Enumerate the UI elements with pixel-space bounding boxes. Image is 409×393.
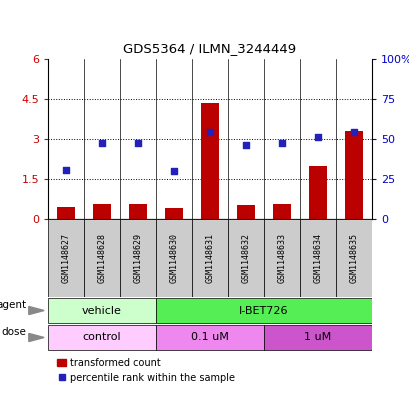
- Bar: [200, 103, 218, 219]
- Bar: [155, 325, 263, 351]
- Legend: transformed count, percentile rank within the sample: transformed count, percentile rank withi…: [53, 354, 239, 386]
- Bar: [48, 219, 84, 297]
- Point: [206, 129, 213, 136]
- Point: [170, 167, 177, 174]
- Text: GSM1148630: GSM1148630: [169, 233, 178, 283]
- Text: GSM1148635: GSM1148635: [348, 233, 357, 283]
- Bar: [344, 131, 362, 219]
- Title: GDS5364 / ILMN_3244449: GDS5364 / ILMN_3244449: [123, 42, 296, 55]
- Text: GSM1148628: GSM1148628: [97, 233, 106, 283]
- Text: GSM1148631: GSM1148631: [205, 233, 214, 283]
- Point: [63, 167, 69, 173]
- Bar: [227, 219, 263, 297]
- Polygon shape: [29, 333, 44, 342]
- Bar: [236, 205, 254, 219]
- Bar: [84, 219, 120, 297]
- Bar: [48, 298, 155, 323]
- Bar: [48, 325, 155, 351]
- Bar: [57, 207, 75, 219]
- Bar: [164, 208, 182, 219]
- Point: [135, 140, 141, 146]
- Point: [278, 140, 285, 146]
- Text: dose: dose: [2, 327, 26, 336]
- Text: GSM1148632: GSM1148632: [241, 233, 250, 283]
- Text: 1 uM: 1 uM: [303, 332, 331, 343]
- Text: GSM1148633: GSM1148633: [277, 233, 286, 283]
- Polygon shape: [29, 307, 44, 314]
- Bar: [308, 166, 326, 219]
- Bar: [93, 204, 111, 219]
- Bar: [263, 219, 299, 297]
- Bar: [129, 204, 147, 219]
- Bar: [335, 219, 371, 297]
- Bar: [155, 298, 371, 323]
- Bar: [120, 219, 155, 297]
- Bar: [272, 204, 290, 219]
- Point: [99, 140, 105, 146]
- Text: GSM1148634: GSM1148634: [313, 233, 322, 283]
- Text: agent: agent: [0, 299, 26, 310]
- Point: [242, 142, 249, 148]
- Point: [350, 129, 356, 136]
- Text: GSM1148629: GSM1148629: [133, 233, 142, 283]
- Bar: [155, 219, 191, 297]
- Bar: [263, 325, 371, 351]
- Bar: [191, 219, 227, 297]
- Text: GSM1148627: GSM1148627: [61, 233, 70, 283]
- Text: control: control: [83, 332, 121, 343]
- Text: I-BET726: I-BET726: [239, 305, 288, 316]
- Text: vehicle: vehicle: [82, 305, 121, 316]
- Point: [314, 134, 321, 140]
- Bar: [299, 219, 335, 297]
- Text: 0.1 uM: 0.1 uM: [191, 332, 228, 343]
